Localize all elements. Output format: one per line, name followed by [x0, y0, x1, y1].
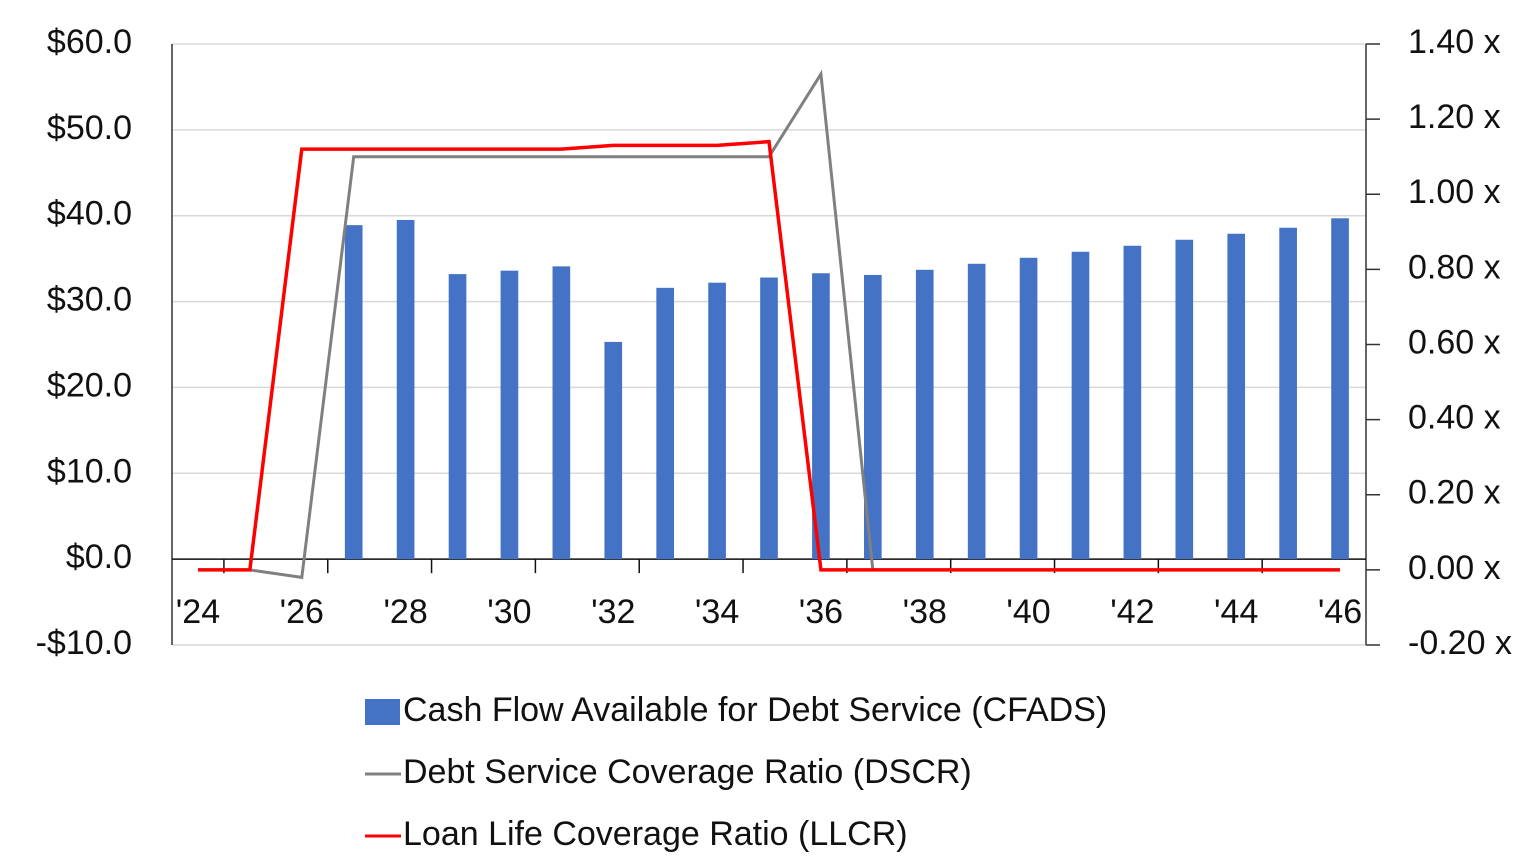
- bar: [1279, 227, 1297, 560]
- bar: [760, 277, 778, 560]
- legend-label: Debt Service Coverage Ratio (DSCR): [403, 753, 972, 791]
- y2-tick-label: 0.00 x: [1408, 549, 1501, 587]
- y-tick-label: $50.0: [47, 109, 132, 147]
- bar: [1227, 233, 1246, 560]
- y-tick-label: $20.0: [47, 366, 132, 404]
- y2-tick-label: 0.20 x: [1408, 474, 1501, 512]
- y-tick-label: $40.0: [47, 195, 132, 233]
- x-tick-label: '26: [280, 593, 324, 631]
- bar: [656, 287, 674, 560]
- legend-marker: [365, 699, 400, 725]
- bar: [1019, 257, 1038, 560]
- y2-tick-label: 0.80 x: [1408, 248, 1501, 286]
- bar: [448, 274, 467, 560]
- bar: [967, 263, 986, 560]
- bar: [812, 273, 830, 560]
- bar: [1071, 251, 1090, 560]
- bar: [915, 269, 934, 560]
- bar: [396, 220, 415, 560]
- y-tick-label: $0.0: [66, 538, 132, 576]
- y2-tick-label: 0.40 x: [1408, 399, 1501, 437]
- y-tick-label: $10.0: [47, 452, 132, 490]
- legend-label: Cash Flow Available for Debt Service (CF…: [403, 691, 1107, 729]
- x-tick-label: '46: [1318, 593, 1362, 631]
- bar: [1175, 239, 1194, 560]
- y-tick-label: $60.0: [47, 23, 132, 61]
- y-tick-label: $30.0: [47, 281, 132, 319]
- bar: [864, 274, 882, 560]
- bar: [500, 270, 519, 560]
- bar: [708, 282, 726, 560]
- x-tick-label: '42: [1110, 593, 1154, 631]
- bar: [604, 341, 623, 560]
- y2-tick-label: -0.20 x: [1408, 624, 1512, 662]
- x-tick-label: '38: [903, 593, 947, 631]
- y2-tick-label: 1.00 x: [1408, 173, 1501, 211]
- x-tick-label: '36: [799, 593, 843, 631]
- y2-tick-label: 1.20 x: [1408, 98, 1501, 136]
- bar: [344, 225, 363, 560]
- x-tick-label: '40: [1006, 593, 1050, 631]
- x-tick-label: '32: [591, 593, 635, 631]
- bar: [552, 266, 571, 560]
- y2-tick-label: 0.60 x: [1408, 323, 1501, 361]
- legend-label: Loan Life Coverage Ratio (LLCR): [403, 815, 908, 853]
- bar: [1331, 218, 1349, 560]
- x-tick-label: '28: [383, 593, 427, 631]
- x-tick-label: '30: [487, 593, 531, 631]
- x-tick-label: '24: [176, 593, 220, 631]
- line: [197, 139, 1341, 572]
- x-tick-label: '34: [695, 593, 739, 631]
- y2-tick-label: 1.40 x: [1408, 23, 1501, 61]
- y-tick-label: -$10.0: [36, 624, 132, 662]
- bar: [1123, 245, 1142, 560]
- x-tick-label: '44: [1214, 593, 1258, 631]
